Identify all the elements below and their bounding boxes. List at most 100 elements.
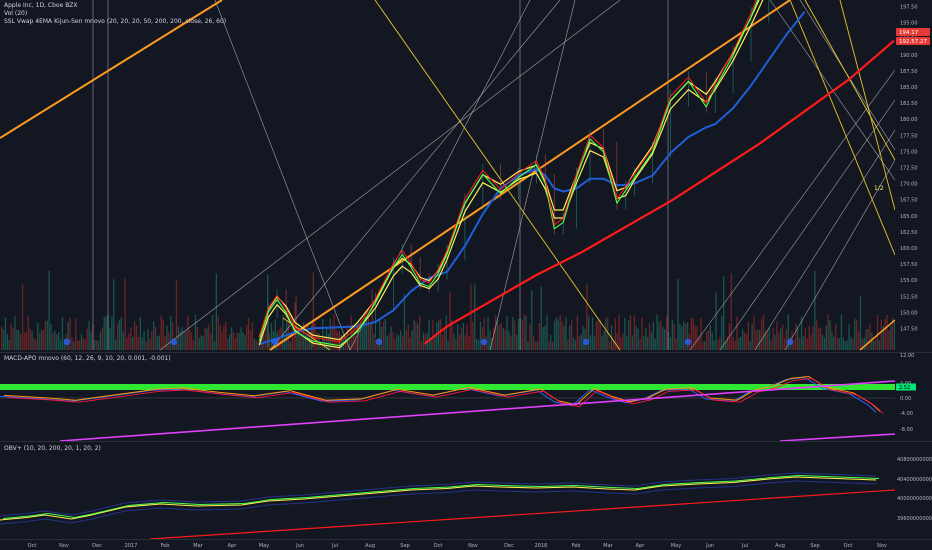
volume-bar <box>215 273 217 350</box>
volume-bar <box>759 329 761 350</box>
volume-bar <box>172 322 174 350</box>
legend-price: Apple Inc, 1D, Cboe BZX Vol (20) SSL Vwa… <box>4 2 226 26</box>
volume-bar <box>430 338 432 350</box>
volume-bar <box>96 340 98 350</box>
volume-bar <box>502 328 504 350</box>
volume-bar <box>194 314 197 350</box>
volume-bar <box>757 329 759 350</box>
macd-value-badge <box>896 383 916 391</box>
volume-bar <box>443 328 445 350</box>
volume-bar <box>381 327 383 350</box>
volume-bar <box>624 318 626 350</box>
volume-bar <box>61 317 64 350</box>
volume-bar <box>240 327 242 350</box>
volume-bar <box>781 324 784 350</box>
price-tick-label: 170.00 <box>900 182 918 188</box>
volume-bar <box>50 324 52 350</box>
volume-bar <box>797 326 799 350</box>
macd-pane: 12.004.000.00-4.00-8.002.52 <box>0 353 932 442</box>
volume-bar <box>869 324 871 350</box>
volume-bar <box>544 325 546 350</box>
volume-bar <box>580 334 582 350</box>
volume-bar <box>734 340 736 350</box>
price-tick-label: 195.00 <box>900 21 918 27</box>
volume-bar <box>221 331 223 350</box>
volume-bar <box>776 321 778 350</box>
volume-bar <box>375 339 377 350</box>
volume-bar <box>666 316 668 350</box>
volume-bar <box>111 316 113 350</box>
volume-bar <box>158 335 160 350</box>
volume-bar <box>67 322 69 350</box>
volume-bar <box>33 338 35 350</box>
time-tick-label: Dec <box>92 543 102 549</box>
volume-bar <box>86 328 88 350</box>
volume-bar <box>489 330 491 350</box>
earnings-icon <box>271 338 279 346</box>
volume-bar <box>605 318 607 350</box>
time-axis[interactable]: Oct Nov Dec 2017 Feb Mar Apr May Jun Jul Aug Sep Oct… <box>28 543 887 549</box>
volume-bar <box>747 322 749 350</box>
legend-volume[interactable]: Vol (20) <box>4 10 28 17</box>
volume-bar <box>597 320 599 350</box>
time-tick-label: May <box>259 543 269 549</box>
last-price-badge <box>896 28 930 36</box>
volume-bar <box>595 321 597 350</box>
volume-bar <box>835 323 837 350</box>
volume-bar <box>44 321 46 350</box>
volume-bar <box>658 321 660 350</box>
volume-bar <box>804 328 806 350</box>
volume-bar <box>12 328 14 350</box>
fib-line <box>839 0 896 211</box>
volume-bar <box>251 322 254 350</box>
volume-bar <box>504 330 506 350</box>
volume-bar <box>263 320 265 350</box>
volume-bar <box>453 333 455 350</box>
volume-bar <box>563 325 565 350</box>
time-tick-label: Nov <box>877 543 887 549</box>
volume-bar <box>135 325 138 350</box>
volume-bar <box>571 319 573 350</box>
volume-bar <box>213 341 216 350</box>
fib-line <box>789 0 896 256</box>
volume-bar <box>538 323 540 350</box>
volume-bar <box>341 334 343 350</box>
volume-bar <box>890 325 892 350</box>
volume-bar <box>388 333 390 350</box>
volume-bar <box>78 340 81 350</box>
obv-band-lower <box>0 480 877 525</box>
volume-bar <box>407 324 409 350</box>
price-axis-background <box>895 0 932 352</box>
volume-bar <box>77 340 79 350</box>
legend-macd-title[interactable]: MACD-APO mnovo (60, 12, 26, 9, 10, 20, 0… <box>4 355 171 362</box>
volume-bar <box>420 341 423 350</box>
volume-bar <box>854 318 856 350</box>
volume-bar <box>40 329 43 350</box>
volume-bar <box>667 332 670 350</box>
volume-bar <box>662 326 664 350</box>
legend-symbol[interactable]: Apple Inc, 1D, Cboe BZX <box>4 2 78 9</box>
time-tick-label: Mar <box>193 543 203 549</box>
volume-bar <box>352 324 354 350</box>
macd-magenta-trend <box>59 380 896 442</box>
volume-bar <box>299 334 301 350</box>
volume-bar <box>555 317 558 350</box>
volume-bar <box>848 324 850 350</box>
price-tick-label: 167.50 <box>900 198 918 204</box>
time-tick-label: Jul <box>741 543 748 549</box>
volume-bar <box>736 316 738 350</box>
volume-bar <box>113 279 115 350</box>
volume-bar <box>762 314 765 350</box>
volume-bar <box>466 324 468 350</box>
volume-bar <box>105 316 107 350</box>
volume-bar <box>827 314 829 350</box>
time-tick-label: Oct <box>434 543 443 549</box>
volume-bar <box>730 273 732 350</box>
volume-bar <box>588 316 590 350</box>
volume-bar <box>225 322 227 350</box>
earnings-icon <box>170 338 178 346</box>
legend-obv-title[interactable]: OBV+ (10, 20, 200, 20, 1, 20, 2) <box>4 445 101 452</box>
legend-ssl[interactable]: SSL Vwap 4EMA Kijun-Sen mnovo (20, 20, 2… <box>4 18 227 25</box>
volume-bar <box>301 328 303 350</box>
